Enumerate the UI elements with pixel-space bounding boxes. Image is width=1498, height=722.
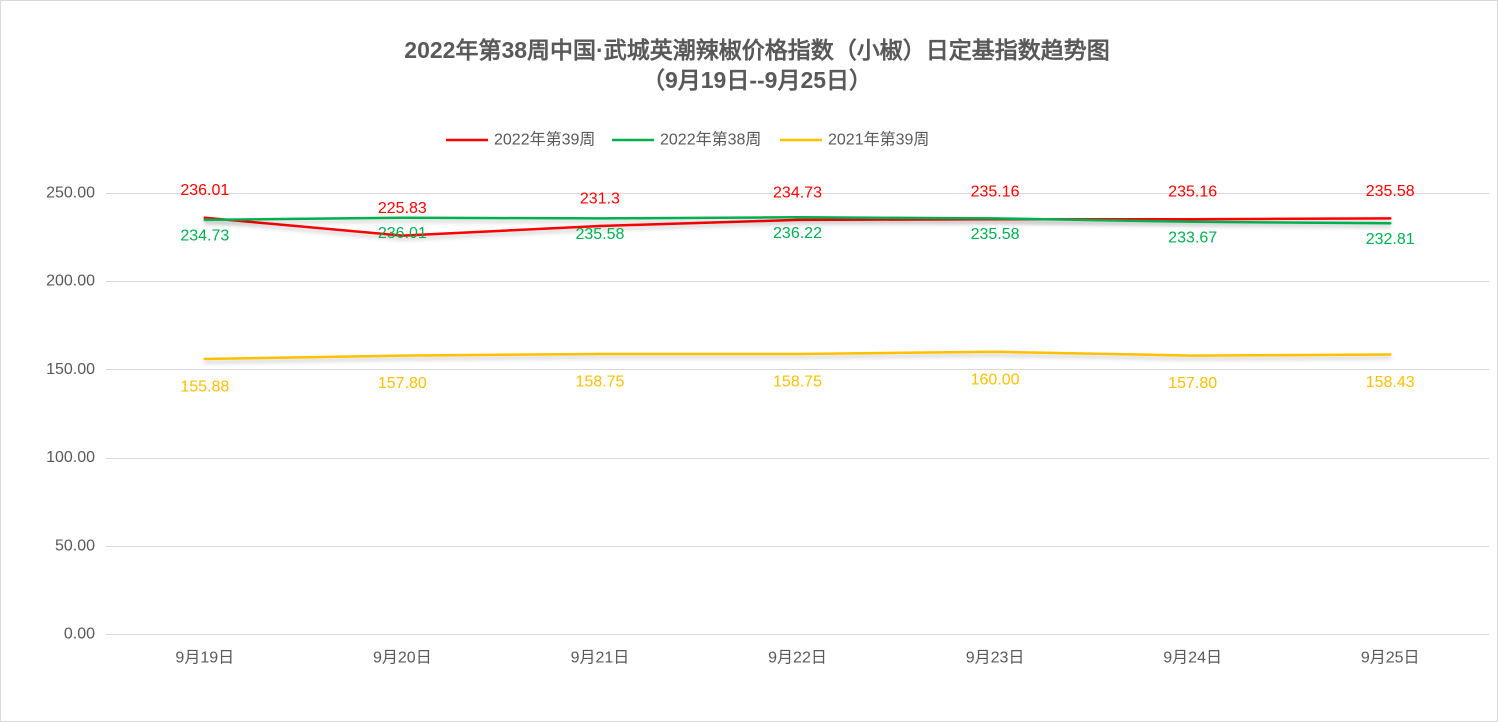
- data-point: [796, 218, 799, 222]
- y-tick-label: 100.00: [46, 449, 95, 466]
- data-point: [1191, 217, 1194, 221]
- data-point: [796, 216, 799, 219]
- data-label: 235.58: [575, 226, 624, 243]
- data-point: [401, 216, 404, 219]
- x-axis: 9月19日 9月20日 9月21日 9月22日 9月23日 9月24日 9月25日: [175, 650, 1419, 667]
- series-1: [203, 216, 1392, 237]
- series-2: [203, 216, 1392, 225]
- data-label: 157.80: [378, 375, 427, 392]
- legend-item: 2022年第39周: [446, 131, 595, 149]
- data-labels: 236.01 225.83 231.3 234.73 235.16 235.16 235.5…: [180, 182, 1414, 395]
- data-label: 235.58: [971, 226, 1020, 243]
- data-label: 231.3: [580, 190, 620, 207]
- data-label: 158.75: [773, 373, 822, 390]
- legend-label: 2022年第39周: [494, 131, 595, 149]
- data-point: [203, 218, 206, 222]
- x-tick-label: 9月23日: [966, 650, 1025, 667]
- data-point: [598, 224, 602, 228]
- legend: 2022年第39周 2022年第38周 2021年第39周: [446, 131, 929, 149]
- legend-label: 2022年第38周: [660, 131, 761, 149]
- data-label: 234.73: [773, 184, 822, 201]
- x-tick-label: 9月21日: [571, 650, 630, 667]
- data-point: [598, 352, 602, 356]
- chart-subtitle: （9月19日--9月25日）: [641, 67, 873, 93]
- series-lines: [203, 216, 1392, 361]
- y-axis: 0.00 50.00 100.00 150.00 200.00 250.00: [46, 185, 95, 643]
- data-point: [401, 354, 404, 357]
- data-label: 232.81: [1366, 231, 1415, 248]
- data-point: [993, 217, 997, 220]
- data-label: 225.83: [378, 200, 427, 217]
- legend-label: 2021年第39周: [828, 131, 929, 149]
- data-point: [1389, 353, 1392, 356]
- legend-item: 2021年第39周: [780, 131, 929, 149]
- data-label: 233.67: [1168, 229, 1217, 246]
- data-point: [993, 350, 997, 353]
- x-tick-label: 9月20日: [373, 650, 432, 667]
- data-label: 236.22: [773, 225, 822, 242]
- data-point: [1191, 220, 1194, 224]
- data-label: 235.58: [1366, 183, 1415, 200]
- data-label: 235.16: [971, 184, 1020, 201]
- y-tick-label: 50.00: [55, 537, 95, 554]
- x-tick-label: 9月22日: [768, 650, 827, 667]
- y-tick-label: 200.00: [46, 273, 95, 290]
- data-point: [203, 357, 206, 361]
- data-point: [401, 234, 404, 237]
- y-tick-label: 250.00: [46, 185, 95, 202]
- data-label: 157.80: [1168, 375, 1217, 392]
- data-point: [1389, 222, 1392, 225]
- series-3: [203, 350, 1392, 361]
- chart-title: 2022年第38周中国·武城英潮辣椒价格指数（小椒）日定基指数趋势图: [404, 37, 1110, 63]
- data-label: 160.00: [971, 371, 1020, 388]
- chart-title-block: 2022年第38周中国·武城英潮辣椒价格指数（小椒）日定基指数趋势图 （9月19…: [0, 35, 1498, 95]
- x-tick-label: 9月25日: [1361, 650, 1420, 667]
- data-point: [598, 217, 602, 220]
- data-label: 236.01: [378, 225, 427, 242]
- data-label: 158.43: [1366, 374, 1415, 391]
- data-point: [1191, 354, 1194, 357]
- data-point: [203, 216, 206, 219]
- x-tick-label: 9月19日: [175, 650, 234, 667]
- y-tick-label: 150.00: [46, 361, 95, 378]
- y-tick-label: 0.00: [64, 626, 95, 643]
- data-label: 235.16: [1168, 184, 1217, 201]
- x-tick-label: 9月24日: [1163, 650, 1222, 667]
- data-label: 236.01: [180, 182, 229, 199]
- gridlines: [106, 193, 1489, 635]
- data-label: 155.88: [180, 379, 229, 396]
- legend-item: 2022年第38周: [612, 131, 761, 149]
- data-label: 158.75: [575, 373, 624, 390]
- data-point: [1389, 217, 1392, 220]
- data-point: [796, 352, 799, 356]
- data-label: 234.73: [180, 227, 229, 244]
